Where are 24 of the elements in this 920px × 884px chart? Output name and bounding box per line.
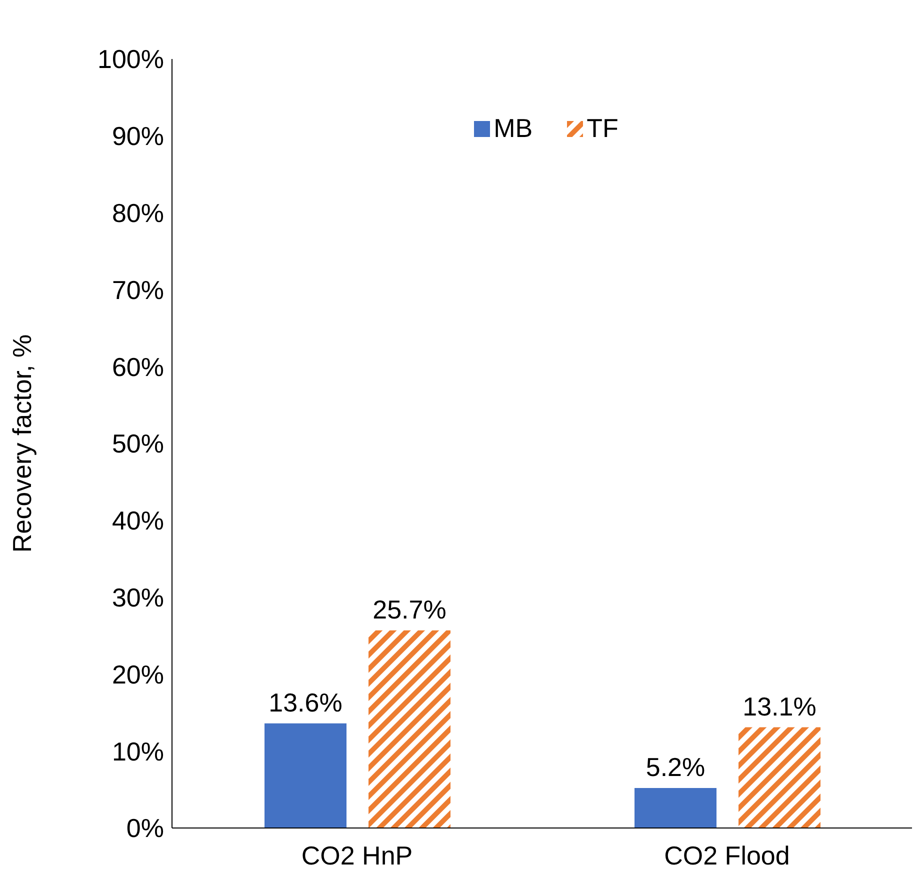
y-tick-label: 50% xyxy=(112,428,164,459)
y-tick-label: 20% xyxy=(112,659,164,690)
y-tick-label: 0% xyxy=(126,813,164,844)
bar xyxy=(738,727,820,828)
bar xyxy=(264,723,346,828)
data-label: 13.6% xyxy=(268,687,342,718)
data-label: 5.2% xyxy=(646,752,706,782)
y-tick-label: 60% xyxy=(112,352,164,382)
bar xyxy=(368,630,450,828)
y-tick-label: 10% xyxy=(112,736,164,766)
data-label: 13.1% xyxy=(742,691,816,722)
y-tick-label: 30% xyxy=(112,582,164,613)
y-tick-label: 80% xyxy=(112,198,164,228)
bar xyxy=(634,788,716,828)
y-tick-label: 40% xyxy=(112,506,164,536)
x-tick-label: CO2 Flood xyxy=(664,840,790,870)
y-tick-label: 70% xyxy=(112,274,164,305)
y-tick-label: 90% xyxy=(112,121,164,152)
legend-label: TF xyxy=(586,113,618,144)
y-axis-title: Recovery factor, % xyxy=(7,334,38,553)
legend-label: MB xyxy=(492,113,533,144)
y-tick-label: 100% xyxy=(98,44,164,74)
data-label: 25.7% xyxy=(372,594,446,624)
x-tick-label: CO2 HnP xyxy=(301,840,413,870)
